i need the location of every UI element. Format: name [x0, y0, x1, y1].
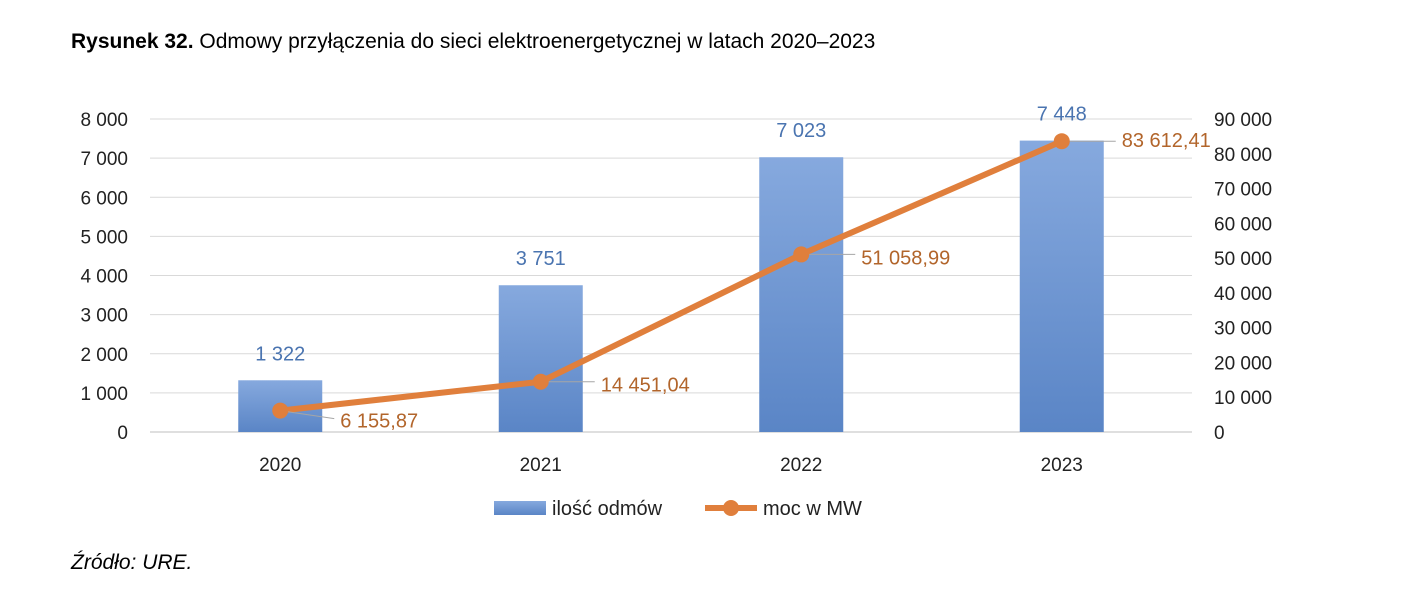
bar — [759, 157, 844, 432]
legend-line-marker — [723, 500, 739, 516]
data-point — [793, 246, 810, 263]
left-tick-label: 8 000 — [80, 110, 128, 131]
left-tick-label: 7 000 — [80, 149, 128, 170]
series-line — [279, 138, 1063, 414]
right-tick-label: 60 000 — [1214, 214, 1272, 235]
category-label: 2020 — [259, 455, 301, 476]
right-axis: 0 10 000 20 000 30 000 40 000 50 000 60 000 70 … — [1214, 110, 1272, 444]
data-point — [272, 402, 289, 419]
line-series: 6 155,87 14 451,04 51 058,99 83 612,41 — [272, 130, 1211, 433]
left-tick-label: 1 000 — [80, 384, 128, 405]
bar-data-label: 7 448 — [1037, 104, 1087, 126]
right-tick-label: 70 000 — [1214, 180, 1272, 201]
left-tick-label: 0 — [117, 423, 128, 444]
left-tick-label: 6 000 — [80, 188, 128, 209]
category-label: 2023 — [1041, 455, 1083, 476]
right-tick-label: 40 000 — [1214, 284, 1272, 305]
right-tick-label: 90 000 — [1214, 110, 1272, 131]
bar-data-label: 7 023 — [776, 120, 826, 142]
line-data-label: 14 451,04 — [601, 375, 690, 397]
left-tick-label: 4 000 — [80, 267, 128, 288]
legend: ilość odmów moc w MW — [494, 498, 862, 520]
legend-line-label: moc w MW — [763, 498, 862, 520]
figure-caption: Rysunek 32. Odmowy przyłączenia do sieci… — [71, 30, 875, 54]
line-data-label: 51 058,99 — [861, 247, 950, 269]
bar-data-label: 1 322 — [255, 343, 305, 365]
figure-title: Odmowy przyłączenia do sieci elektroener… — [193, 30, 876, 53]
bar — [1019, 140, 1104, 433]
left-tick-label: 2 000 — [80, 345, 128, 366]
left-tick-label: 5 000 — [80, 227, 128, 248]
right-tick-label: 30 000 — [1214, 319, 1272, 340]
right-tick-label: 20 000 — [1214, 353, 1272, 374]
category-label: 2021 — [520, 455, 562, 476]
legend-bar-label: ilość odmów — [552, 498, 663, 520]
leader-line — [280, 410, 335, 420]
data-point — [532, 373, 549, 390]
right-tick-label: 50 000 — [1214, 249, 1272, 270]
left-axis: 0 1 000 2 000 3 000 4 000 5 000 6 000 7 000 8 00… — [80, 110, 128, 444]
line-data-label: 6 155,87 — [340, 411, 418, 433]
line-data-label: 83 612,41 — [1122, 130, 1211, 152]
right-tick-label: 0 — [1214, 423, 1225, 444]
legend-bar-swatch — [494, 501, 546, 515]
bar-data-label: 3 751 — [516, 248, 566, 270]
right-tick-label: 80 000 — [1214, 145, 1272, 166]
x-axis: 2020 2021 2022 2023 — [259, 455, 1083, 476]
figure-number: Rysunek 32. — [71, 30, 194, 53]
category-label: 2022 — [780, 455, 822, 476]
source-note: Źródło: URE. — [71, 551, 193, 574]
right-tick-label: 10 000 — [1214, 388, 1272, 409]
combo-chart: 0 1 000 2 000 3 000 4 000 5 000 6 000 7 000 8 00… — [80, 104, 1272, 520]
left-tick-label: 3 000 — [80, 306, 128, 327]
bar — [498, 285, 583, 432]
data-point — [1053, 133, 1070, 150]
